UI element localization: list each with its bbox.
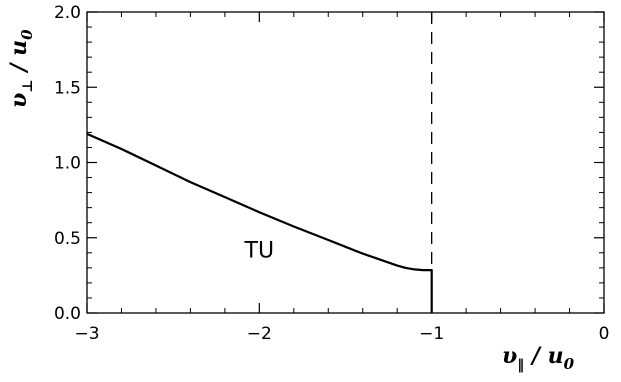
annotation-label: TU	[244, 238, 275, 263]
y-tick-label: 0.5	[54, 229, 81, 249]
annotations: TU	[244, 238, 275, 263]
x-tick-label: −3	[74, 324, 99, 344]
series-line	[86, 132, 433, 313]
y-tick-label: 1.0	[54, 154, 81, 174]
x-tick-label: −2	[247, 324, 272, 344]
ticks	[86, 11, 605, 314]
x-tick-label: 0	[599, 324, 610, 344]
tick-labels: −3 −2 −1 0 0.0 0.5 1.0 1.5 2.0	[54, 3, 609, 344]
y-tick-label: 1.5	[54, 78, 81, 98]
y-axis-label: υ⊥ / u0	[6, 29, 36, 108]
x-axis-label: υ‖ / u0	[502, 343, 575, 373]
y-tick-label: 2.0	[54, 3, 81, 23]
plot-frame	[86, 11, 605, 314]
series-group	[86, 132, 433, 313]
y-tick-label: 0.0	[54, 304, 81, 324]
x-tick-label: −1	[419, 324, 444, 344]
